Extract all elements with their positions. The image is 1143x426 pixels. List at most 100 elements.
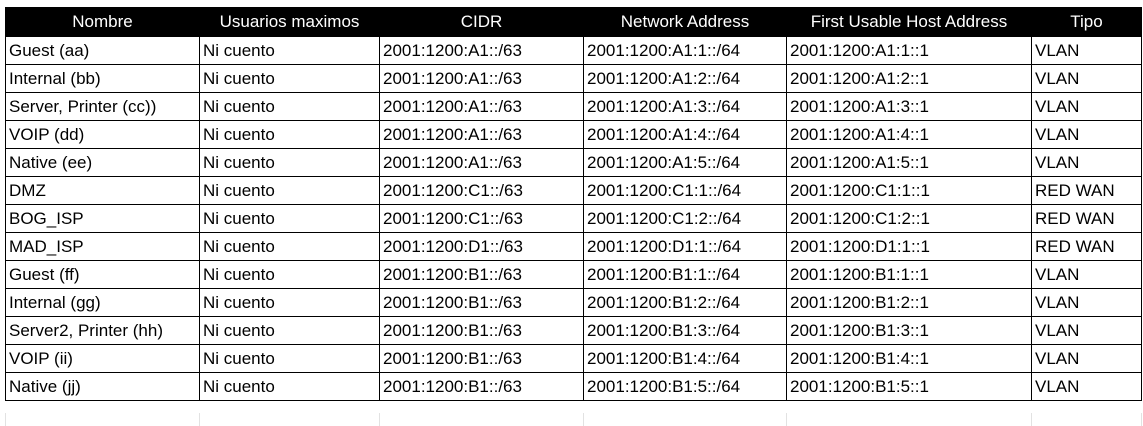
cell-first-usable-host[interactable]: 2001:1200:C1:2::1 [786,204,1032,233]
cell-cidr[interactable]: 2001:1200:D1::/63 [379,232,584,261]
column-header-usuarios-maximos[interactable]: Usuarios maximos [199,7,380,37]
cell-tipo[interactable]: VLAN [1031,148,1142,177]
cell-cidr[interactable]: 2001:1200:A1::/63 [379,92,584,121]
cell-usuarios-maximos[interactable]: Ni cuento [199,204,380,233]
table-row: Native (ee) Ni cuento 2001:1200:A1::/63 … [5,148,1142,177]
cell-cidr[interactable]: 2001:1200:A1::/63 [379,64,584,93]
cell-usuarios-maximos[interactable]: Ni cuento [199,36,380,65]
cell-network-address[interactable]: 2001:1200:A1:5::/64 [583,148,787,177]
cell-tipo[interactable]: VLAN [1031,316,1142,345]
cell-first-usable-host[interactable]: 2001:1200:D1:1::1 [786,232,1032,261]
gridline [199,413,200,426]
subnet-table: Nombre Usuarios maximos CIDR Network Add… [5,7,1142,401]
cell-tipo[interactable]: VLAN [1031,372,1142,401]
cell-nombre[interactable]: Native (jj) [5,372,200,401]
cell-cidr[interactable]: 2001:1200:A1::/63 [379,148,584,177]
cell-network-address[interactable]: 2001:1200:B1:3::/64 [583,316,787,345]
cell-network-address[interactable]: 2001:1200:A1:3::/64 [583,92,787,121]
cell-usuarios-maximos[interactable]: Ni cuento [199,372,380,401]
cell-nombre[interactable]: VOIP (ii) [5,344,200,373]
cell-cidr[interactable]: 2001:1200:B1::/63 [379,260,584,289]
cell-usuarios-maximos[interactable]: Ni cuento [199,344,380,373]
cell-nombre[interactable]: VOIP (dd) [5,120,200,149]
cell-nombre[interactable]: Guest (ff) [5,260,200,289]
cell-tipo[interactable]: VLAN [1031,260,1142,289]
cell-network-address[interactable]: 2001:1200:C1:2::/64 [583,204,787,233]
cell-usuarios-maximos[interactable]: Ni cuento [199,176,380,205]
table-row: Native (jj) Ni cuento 2001:1200:B1::/63 … [5,372,1142,401]
cell-first-usable-host[interactable]: 2001:1200:A1:5::1 [786,148,1032,177]
cell-usuarios-maximos[interactable]: Ni cuento [199,288,380,317]
cell-network-address[interactable]: 2001:1200:B1:4::/64 [583,344,787,373]
cell-nombre[interactable]: Guest (aa) [5,36,200,65]
cell-nombre[interactable]: Server2, Printer (hh) [5,316,200,345]
cell-tipo[interactable]: RED WAN [1031,176,1142,205]
cell-tipo[interactable]: VLAN [1031,344,1142,373]
table-row: Guest (ff) Ni cuento 2001:1200:B1::/63 2… [5,260,1142,289]
cell-tipo[interactable]: VLAN [1031,36,1142,65]
cell-tipo[interactable]: RED WAN [1031,204,1142,233]
table-row: MAD_ISP Ni cuento 2001:1200:D1::/63 2001… [5,232,1142,261]
column-header-nombre[interactable]: Nombre [5,7,200,37]
table-row: BOG_ISP Ni cuento 2001:1200:C1::/63 2001… [5,204,1142,233]
cell-network-address[interactable]: 2001:1200:A1:4::/64 [583,120,787,149]
cell-first-usable-host[interactable]: 2001:1200:A1:1::1 [786,36,1032,65]
column-header-tipo[interactable]: Tipo [1031,7,1142,37]
cell-nombre[interactable]: DMZ [5,176,200,205]
cell-cidr[interactable]: 2001:1200:C1::/63 [379,204,584,233]
cell-tipo[interactable]: RED WAN [1031,232,1142,261]
cell-network-address[interactable]: 2001:1200:A1:1::/64 [583,36,787,65]
cell-cidr[interactable]: 2001:1200:B1::/63 [379,288,584,317]
cell-nombre[interactable]: BOG_ISP [5,204,200,233]
column-header-cidr[interactable]: CIDR [379,7,584,37]
table-row: Server, Printer (cc)) Ni cuento 2001:120… [5,92,1142,121]
table-row: VOIP (dd) Ni cuento 2001:1200:A1::/63 20… [5,120,1142,149]
cell-nombre[interactable]: MAD_ISP [5,232,200,261]
cell-first-usable-host[interactable]: 2001:1200:B1:3::1 [786,316,1032,345]
cell-tipo[interactable]: VLAN [1031,288,1142,317]
cell-cidr[interactable]: 2001:1200:A1::/63 [379,120,584,149]
table-row: Guest (aa) Ni cuento 2001:1200:A1::/63 2… [5,36,1142,65]
cell-cidr[interactable]: 2001:1200:A1::/63 [379,36,584,65]
cell-network-address[interactable]: 2001:1200:B1:2::/64 [583,288,787,317]
cell-first-usable-host[interactable]: 2001:1200:C1:1::1 [786,176,1032,205]
cell-first-usable-host[interactable]: 2001:1200:B1:1::1 [786,260,1032,289]
cell-usuarios-maximos[interactable]: Ni cuento [199,92,380,121]
cell-first-usable-host[interactable]: 2001:1200:B1:4::1 [786,344,1032,373]
cell-network-address[interactable]: 2001:1200:B1:1::/64 [583,260,787,289]
cell-first-usable-host[interactable]: 2001:1200:B1:2::1 [786,288,1032,317]
cell-tipo[interactable]: VLAN [1031,64,1142,93]
cell-cidr[interactable]: 2001:1200:B1::/63 [379,316,584,345]
spreadsheet-sheet: Nombre Usuarios maximos CIDR Network Add… [5,7,1142,401]
table-row: Internal (gg) Ni cuento 2001:1200:B1::/6… [5,288,1142,317]
cell-cidr[interactable]: 2001:1200:C1::/63 [379,176,584,205]
cell-first-usable-host[interactable]: 2001:1200:B1:5::1 [786,372,1032,401]
column-header-first-usable-host-address[interactable]: First Usable Host Address [786,7,1032,37]
cell-nombre[interactable]: Native (ee) [5,148,200,177]
cell-tipo[interactable]: VLAN [1031,120,1142,149]
cell-nombre[interactable]: Server, Printer (cc)) [5,92,200,121]
cell-network-address[interactable]: 2001:1200:A1:2::/64 [583,64,787,93]
cell-usuarios-maximos[interactable]: Ni cuento [199,260,380,289]
cell-usuarios-maximos[interactable]: Ni cuento [199,232,380,261]
cell-cidr[interactable]: 2001:1200:B1::/63 [379,344,584,373]
cell-tipo[interactable]: VLAN [1031,92,1142,121]
cell-cidr[interactable]: 2001:1200:B1::/63 [379,372,584,401]
cell-usuarios-maximos[interactable]: Ni cuento [199,64,380,93]
gridline [1031,413,1032,426]
cell-first-usable-host[interactable]: 2001:1200:A1:2::1 [786,64,1032,93]
cell-network-address[interactable]: 2001:1200:B1:5::/64 [583,372,787,401]
gridline [5,413,6,426]
header-row: Nombre Usuarios maximos CIDR Network Add… [5,7,1142,37]
cell-usuarios-maximos[interactable]: Ni cuento [199,148,380,177]
cell-usuarios-maximos[interactable]: Ni cuento [199,316,380,345]
cell-first-usable-host[interactable]: 2001:1200:A1:4::1 [786,120,1032,149]
cell-network-address[interactable]: 2001:1200:C1:1::/64 [583,176,787,205]
column-header-network-address[interactable]: Network Address [583,7,787,37]
cell-nombre[interactable]: Internal (gg) [5,288,200,317]
cell-network-address[interactable]: 2001:1200:D1:1::/64 [583,232,787,261]
sheet-gridlines-below [0,413,1143,426]
cell-nombre[interactable]: Internal (bb) [5,64,200,93]
cell-first-usable-host[interactable]: 2001:1200:A1:3::1 [786,92,1032,121]
cell-usuarios-maximos[interactable]: Ni cuento [199,120,380,149]
